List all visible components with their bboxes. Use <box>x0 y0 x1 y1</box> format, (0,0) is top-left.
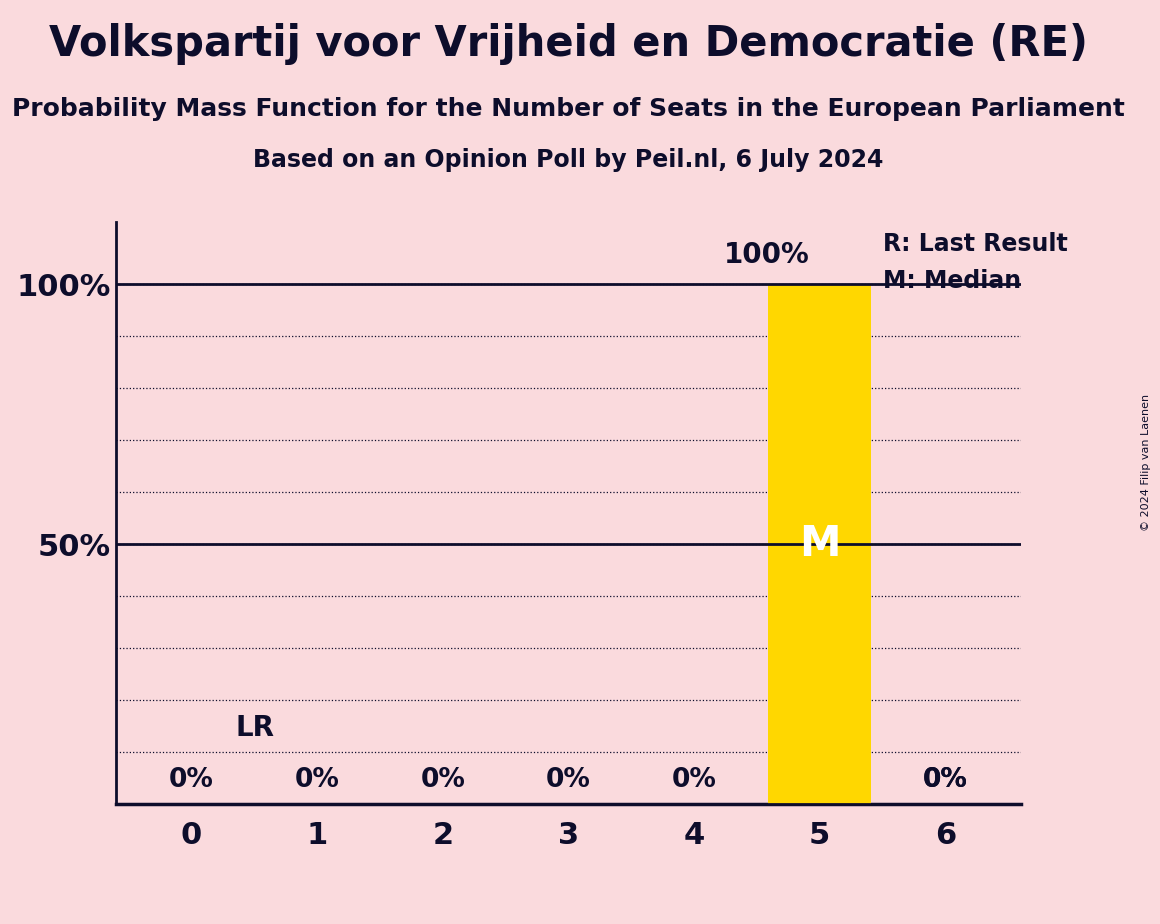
Text: 0%: 0% <box>420 768 465 794</box>
Text: R: Last Result: R: Last Result <box>883 232 1067 256</box>
Text: Probability Mass Function for the Number of Seats in the European Parliament: Probability Mass Function for the Number… <box>12 97 1125 121</box>
Bar <box>768 285 871 804</box>
Text: 0%: 0% <box>923 768 967 794</box>
Text: Based on an Opinion Poll by Peil.nl, 6 July 2024: Based on an Opinion Poll by Peil.nl, 6 J… <box>253 148 884 172</box>
Text: 0%: 0% <box>169 768 213 794</box>
Text: M: M <box>799 523 841 565</box>
Text: 0%: 0% <box>295 768 340 794</box>
Text: 0%: 0% <box>546 768 590 794</box>
Text: 0%: 0% <box>672 768 717 794</box>
Text: © 2024 Filip van Laenen: © 2024 Filip van Laenen <box>1140 394 1151 530</box>
Text: 0%: 0% <box>923 768 967 794</box>
Text: LR: LR <box>235 713 275 741</box>
Text: Volkspartij voor Vrijheid en Democratie (RE): Volkspartij voor Vrijheid en Democratie … <box>49 23 1088 65</box>
Text: M: Median: M: Median <box>883 269 1021 293</box>
Text: 100%: 100% <box>724 240 810 269</box>
